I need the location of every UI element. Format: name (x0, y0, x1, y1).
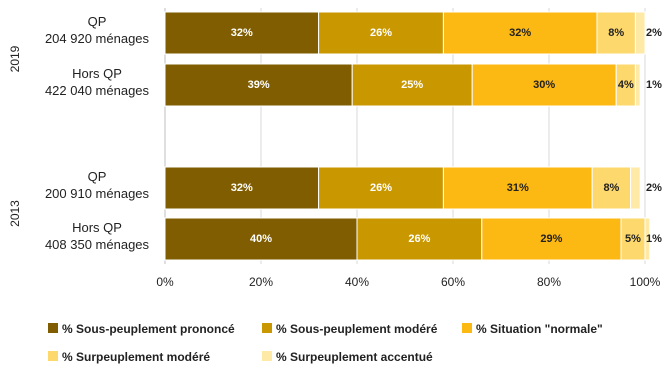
data-label: 4% (618, 79, 634, 91)
bar-segment (442, 11, 598, 55)
data-label: 32% (231, 182, 253, 194)
legend: % Sous-peuplement prononcé % Sous-peuplem… (48, 322, 603, 364)
category-label: Hors QP (72, 220, 122, 235)
legend-swatch (48, 323, 58, 333)
legend-swatch (48, 351, 58, 361)
data-label: 2% (646, 27, 662, 39)
category-sublabel: 204 920 ménages (45, 31, 150, 46)
bar-segment (644, 217, 651, 261)
bar-segment (318, 166, 444, 210)
year-label: 2019 (8, 45, 22, 72)
bar-segment (164, 217, 358, 261)
category-sublabel: 422 040 ménages (45, 83, 150, 98)
bar-segment (591, 166, 632, 210)
data-label: 26% (370, 27, 392, 39)
x-tick-label: 80% (537, 275, 561, 289)
bar-segment (634, 63, 641, 107)
bar-segment (164, 166, 320, 210)
x-tick-label: 60% (441, 275, 465, 289)
bar-segment (481, 217, 622, 261)
legend-entry: % Surpeuplement accentué (276, 350, 433, 364)
legend-swatch (262, 323, 272, 333)
data-label: 8% (603, 182, 619, 194)
x-tick-label: 0% (156, 275, 174, 289)
x-tick-label: 20% (249, 275, 273, 289)
data-label: 32% (509, 27, 531, 39)
data-label: 26% (370, 182, 392, 194)
data-label: 40% (250, 233, 272, 245)
data-label: 8% (608, 27, 624, 39)
category-sublabel: 200 910 ménages (45, 186, 150, 201)
bar-segment (318, 11, 444, 55)
x-axis: 0% 20% 40% 60% 80% 100% (156, 275, 660, 289)
legend-entry: % Surpeuplement modéré (62, 350, 210, 364)
bar-segment (164, 11, 320, 55)
data-label: 29% (540, 233, 562, 245)
data-label: 39% (248, 79, 270, 91)
category-label: QP (88, 14, 107, 29)
category-labels: 2019 QP 204 920 ménages Hors QP 422 040 ména… (8, 14, 150, 252)
legend-swatch (262, 351, 272, 361)
legend-swatch (462, 323, 472, 333)
bar-segment (442, 166, 593, 210)
x-tick-label: 100% (630, 275, 661, 289)
x-tick-label: 40% (345, 275, 369, 289)
data-label: 31% (507, 182, 529, 194)
data-label: 25% (401, 79, 423, 91)
bar-segment (634, 11, 646, 55)
bar-segment (596, 11, 636, 55)
bar-segment (630, 166, 641, 210)
data-label: 32% (231, 27, 253, 39)
bar-segment (620, 217, 646, 261)
category-label: Hors QP (72, 66, 122, 81)
data-label: 1% (646, 233, 662, 245)
legend-entry: % Sous-peuplement modéré (276, 322, 438, 336)
data-label: 1% (646, 79, 662, 91)
data-label: 2% (646, 182, 662, 194)
legend-entry: % Sous-peuplement prononcé (62, 322, 235, 336)
category-sublabel: 408 350 ménages (45, 237, 150, 252)
bar-segment (164, 63, 353, 107)
year-label: 2013 (8, 200, 22, 227)
data-label: 30% (533, 79, 555, 91)
bar-segment (351, 63, 473, 107)
bars-layer: 32% 26% 32% 8% 2% 39% 25% 30% 4% 1% 32% 26% 31% 8% 2% 4… (164, 11, 662, 261)
category-label: QP (88, 169, 107, 184)
data-label: 26% (408, 233, 430, 245)
data-label: 5% (625, 233, 641, 245)
legend-entry: % Situation "normale" (476, 322, 603, 336)
bar-segment (356, 217, 483, 261)
